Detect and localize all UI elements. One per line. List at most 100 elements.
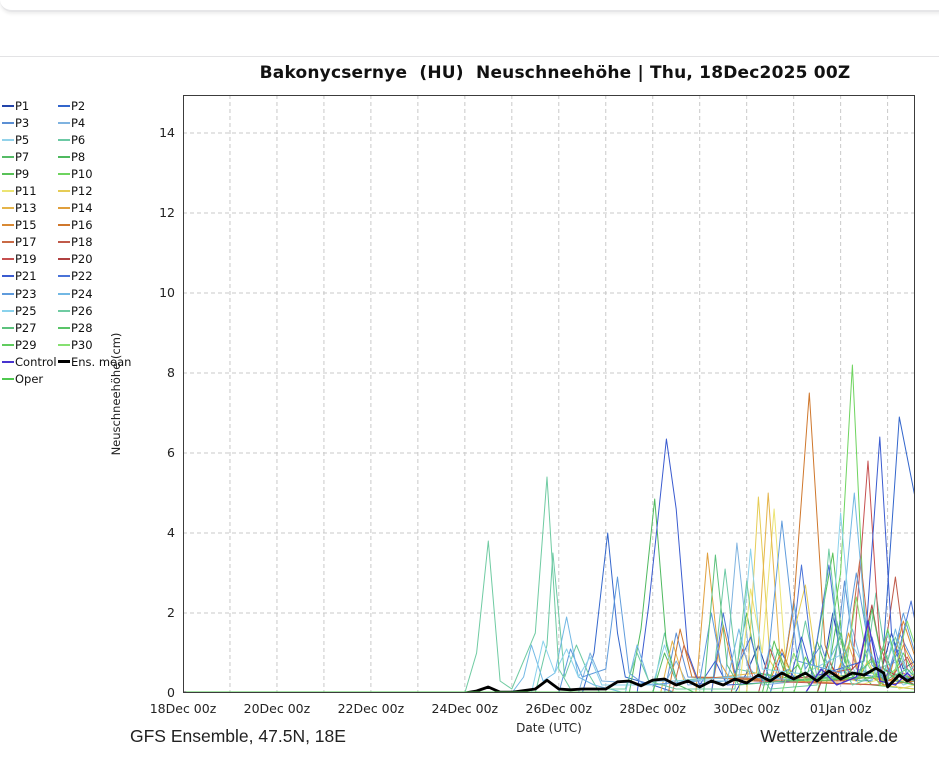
legend: P1 P2 P3 P4 P5 P6 P7 P8 P9 P10 P11 P12 P13 P14 P15 P16 P… <box>2 97 142 388</box>
legend-item-p25: P25 <box>2 304 58 318</box>
legend-label: P26 <box>71 303 93 318</box>
model-info-text: GFS Ensemble, 47.5N, 18E <box>130 726 346 746</box>
legend-item-p14: P14 <box>58 201 142 215</box>
legend-label: P16 <box>71 218 93 233</box>
legend-item-p28: P28 <box>58 321 142 335</box>
legend-swatch <box>2 138 14 141</box>
y-tick-label: 12 <box>159 205 175 220</box>
legend-item-p22: P22 <box>58 269 142 283</box>
legend-item-ens-mean: Ens. mean <box>58 355 142 369</box>
legend-label: P21 <box>15 269 37 284</box>
legend-swatch <box>58 309 70 312</box>
legend-label: P8 <box>71 149 86 164</box>
legend-swatch <box>2 377 14 381</box>
legend-item-p20: P20 <box>58 252 142 266</box>
series-p4 <box>182 542 916 694</box>
x-tick-label: 24Dec 00z <box>431 701 499 716</box>
legend-label: P27 <box>15 320 37 335</box>
legend-item-p26: P26 <box>58 304 142 318</box>
legend-swatch <box>2 292 14 295</box>
legend-swatch <box>2 172 14 175</box>
legend-item-p18: P18 <box>58 235 142 249</box>
legend-label: P3 <box>15 115 30 130</box>
legend-label: P9 <box>15 166 30 181</box>
legend-item-p8: P8 <box>58 150 142 164</box>
series-ens-mean <box>181 666 917 695</box>
series-p10 <box>182 364 916 694</box>
legend-swatch <box>2 121 14 124</box>
legend-item-p7: P7 <box>2 150 58 164</box>
legend-item-p15: P15 <box>2 218 58 232</box>
legend-label: Ens. mean <box>71 354 132 369</box>
legend-label: P25 <box>15 303 37 318</box>
series-p9 <box>182 552 916 694</box>
y-tick-label: 8 <box>167 365 175 380</box>
legend-swatch <box>58 241 70 244</box>
legend-item-p24: P24 <box>58 287 142 301</box>
legend-item-p9: P9 <box>2 167 58 181</box>
legend-label: P12 <box>71 184 93 199</box>
legend-label: P24 <box>71 286 93 301</box>
legend-label: P14 <box>71 201 93 216</box>
legend-label: P15 <box>15 218 37 233</box>
series-control <box>182 620 916 694</box>
legend-swatch <box>58 104 70 107</box>
series-p26 <box>182 476 916 694</box>
series-p30 <box>182 596 916 694</box>
legend-item-p6: P6 <box>58 133 142 147</box>
y-tick-label: 0 <box>167 685 175 700</box>
x-tick-label: 22Dec 00z <box>337 701 405 716</box>
legend-item-p17: P17 <box>2 235 58 249</box>
legend-swatch <box>2 155 14 158</box>
legend-swatch <box>2 224 14 227</box>
series-p23 <box>182 520 916 694</box>
legend-label: P10 <box>71 166 93 181</box>
x-tick-label: 30Dec 00z <box>713 701 780 716</box>
legend-swatch <box>58 138 70 141</box>
legend-item-p16: P16 <box>58 218 142 232</box>
legend-label: P2 <box>71 98 86 113</box>
legend-swatch <box>58 275 70 278</box>
legend-swatch <box>58 343 70 346</box>
legend-swatch <box>2 326 14 329</box>
y-tick-label: 4 <box>167 525 175 540</box>
x-tick-label: 01Jan 00z <box>809 701 872 716</box>
legend-swatch <box>58 190 70 193</box>
legend-label: P13 <box>15 201 37 216</box>
legend-swatch <box>2 309 14 312</box>
legend-label: P1 <box>15 98 30 113</box>
legend-label: P7 <box>15 149 30 164</box>
legend-item-p13: P13 <box>2 201 58 215</box>
y-tick-label: 10 <box>159 285 175 300</box>
legend-label: P28 <box>71 320 93 335</box>
plot-border <box>183 95 915 693</box>
x-axis-label: Date (UTC) <box>516 721 582 735</box>
series-p16 <box>182 392 916 694</box>
legend-label: P30 <box>71 337 93 352</box>
x-tick-label: 28Dec 00z <box>619 701 686 716</box>
legend-label: P20 <box>71 252 93 267</box>
legend-label: P19 <box>15 252 37 267</box>
y-tick-label: 2 <box>167 605 175 620</box>
legend-label: P5 <box>15 132 30 147</box>
series-p28 <box>182 608 916 694</box>
legend-item-p23: P23 <box>2 287 58 301</box>
legend-item-p21: P21 <box>2 269 58 283</box>
legend-swatch <box>2 343 14 346</box>
legend-swatch <box>58 207 70 210</box>
y-tick-label: 14 <box>159 125 175 140</box>
legend-item-p1: P1 <box>2 99 58 113</box>
legend-label: P23 <box>15 286 37 301</box>
legend-label: P4 <box>71 115 86 130</box>
series-p21 <box>182 436 916 694</box>
legend-swatch <box>2 104 14 107</box>
legend-swatch <box>2 190 14 193</box>
chart-title: Bakonycsernye (HU) Neuschneehöhe | Thu, … <box>259 63 851 83</box>
series-p2 <box>182 416 916 694</box>
series-p6 <box>182 552 916 694</box>
source-credit-text: Wetterzentrale.de <box>760 726 898 746</box>
legend-swatch <box>58 155 70 158</box>
legend-item-p2: P2 <box>58 99 142 113</box>
x-tick-label: 18Dec 00z <box>149 701 217 716</box>
series-p29 <box>182 628 916 694</box>
